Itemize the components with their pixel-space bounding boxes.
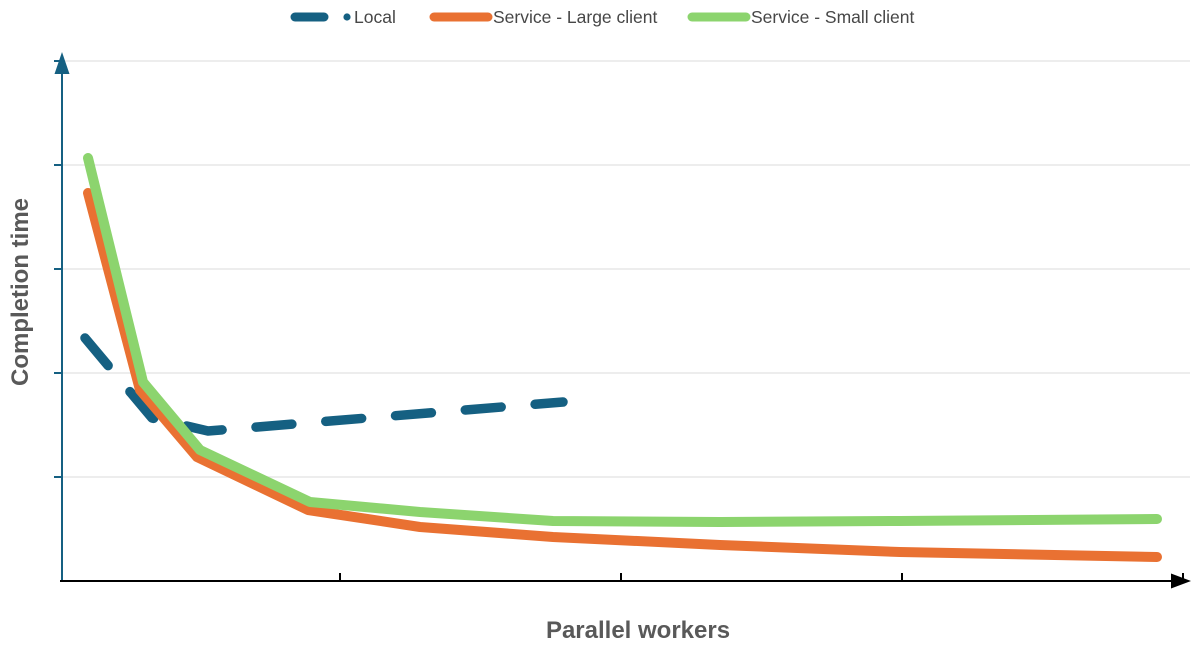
legend-item-local: Local	[290, 7, 396, 27]
x-axis-arrow-icon	[1171, 573, 1191, 589]
x-axis-title: Parallel workers	[546, 617, 730, 644]
gridlines	[62, 60, 1190, 478]
y-axis-arrow-icon	[54, 52, 70, 74]
series-line-service-large-client	[83, 188, 1162, 562]
local-dot-swatch-icon	[343, 13, 351, 21]
legend-item-service-small: Service - Small client	[687, 7, 915, 27]
series-line-service-small-client	[83, 153, 1162, 527]
legend-label-service-large: Service - Large client	[493, 7, 658, 27]
legend-item-service-large: Service - Large client	[429, 7, 658, 27]
axes	[54, 52, 1191, 589]
legend-label-service-small: Service - Small client	[751, 7, 915, 27]
axis-ticks	[54, 60, 1184, 582]
series-lines	[80, 153, 1162, 562]
legend: Local Service - Large client Service - S…	[290, 7, 915, 27]
y-axis-title: Completion time	[7, 198, 34, 386]
legend-label-local: Local	[354, 7, 396, 27]
